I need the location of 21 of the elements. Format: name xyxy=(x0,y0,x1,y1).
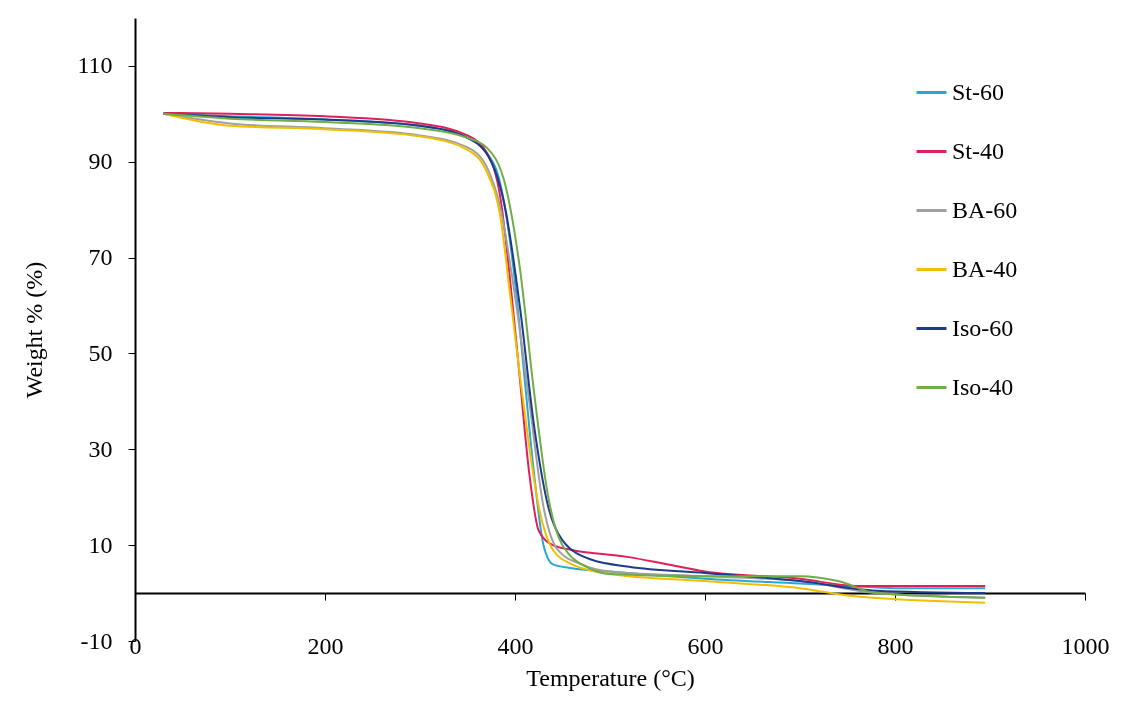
x-tick-label: 200 xyxy=(307,632,344,659)
y-tick-label: 10 xyxy=(88,531,113,558)
legend-label: St-60 xyxy=(952,78,1005,105)
x-axis-title: Temperature (°C) xyxy=(526,664,695,691)
x-tick-label: 800 xyxy=(877,632,914,659)
y-tick-label: 50 xyxy=(88,339,113,366)
y-axis-title: Weight % (%) xyxy=(21,261,48,399)
x-tick-label: 400 xyxy=(497,632,534,659)
legend-label: BA-60 xyxy=(952,196,1018,223)
legend-label: Iso-40 xyxy=(952,373,1014,400)
legend-label: Iso-60 xyxy=(952,314,1014,341)
y-tick-label: 30 xyxy=(88,435,113,462)
y-tick-label: 70 xyxy=(88,244,113,271)
legend-label: BA-40 xyxy=(952,255,1018,282)
x-tick-label: 600 xyxy=(687,632,724,659)
y-tick-label: 90 xyxy=(88,148,113,175)
y-tick-label: -10 xyxy=(80,627,113,654)
y-tick-label: 110 xyxy=(77,52,113,79)
legend-label: St-40 xyxy=(952,137,1005,164)
x-tick-label: 0 xyxy=(129,632,142,659)
x-tick-label: 1000 xyxy=(1061,632,1110,659)
